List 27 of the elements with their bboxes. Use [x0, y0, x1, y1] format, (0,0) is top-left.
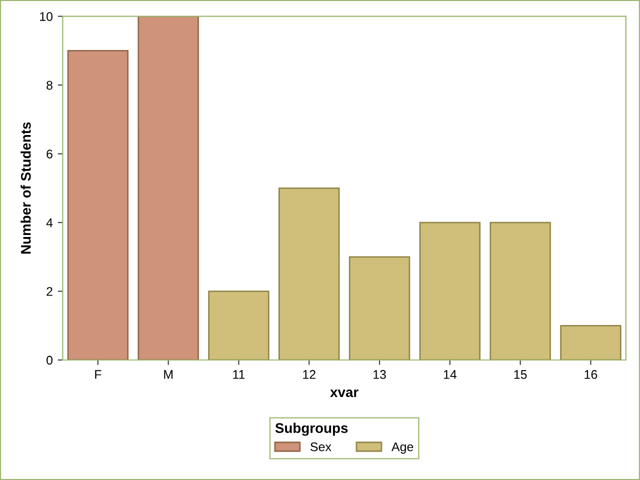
y-axis-title: Number of Students	[20, 122, 31, 254]
x-tick-label: 14	[444, 370, 457, 379]
bar	[419, 222, 481, 360]
y-tick-label: 10	[40, 12, 53, 21]
x-tick-label: 15	[514, 370, 527, 379]
x-tick-label: 11	[233, 370, 245, 379]
bar	[138, 16, 199, 360]
x-tick-label: F	[95, 370, 102, 379]
x-tick-label: 13	[374, 370, 386, 379]
y-tick-label: 6	[46, 150, 52, 158]
y-tick-label: 8	[46, 80, 52, 90]
legend-title: Subgroups	[275, 422, 348, 436]
bar	[208, 290, 270, 360]
bar	[67, 50, 129, 360]
y-tick-label: 0	[46, 356, 53, 365]
y-tick-label: 4	[46, 218, 53, 228]
legend-label: Sex	[310, 442, 332, 452]
x-axis-title: xvar	[330, 390, 358, 398]
bar	[278, 187, 340, 360]
bar	[348, 256, 410, 360]
legend-label: Age	[391, 442, 414, 454]
y-tick-label: 2	[46, 287, 52, 296]
bar	[490, 222, 551, 360]
x-tick-label: 12	[303, 370, 316, 379]
bar	[560, 324, 622, 360]
x-tick-label: 16	[584, 370, 598, 379]
x-tick-label: M	[164, 370, 172, 379]
